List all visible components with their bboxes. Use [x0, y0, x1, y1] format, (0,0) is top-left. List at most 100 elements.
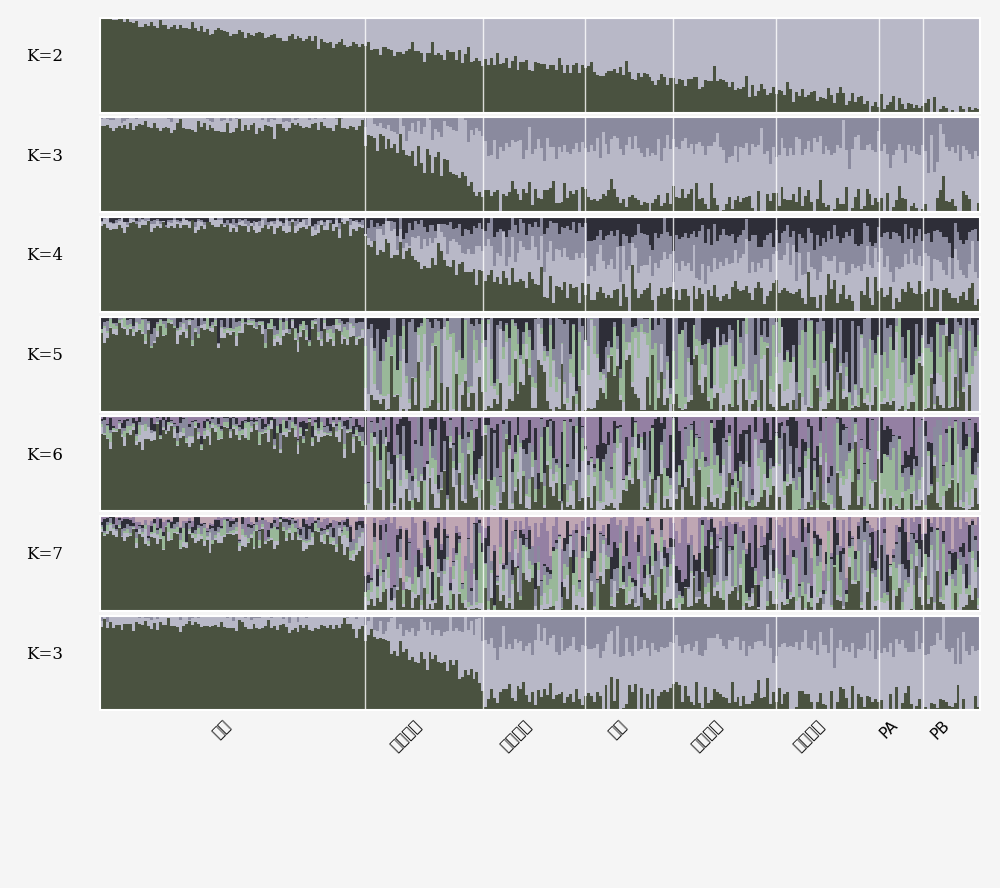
Bar — [346, 624, 349, 710]
Bar — [693, 705, 695, 710]
Bar — [123, 615, 126, 623]
Bar — [854, 117, 857, 138]
Bar — [918, 18, 921, 107]
Bar — [731, 485, 734, 488]
Bar — [308, 617, 311, 630]
Bar — [810, 153, 813, 202]
Bar — [220, 328, 223, 337]
Bar — [329, 436, 332, 511]
Bar — [599, 471, 602, 501]
Bar — [308, 18, 311, 36]
Bar — [772, 663, 775, 692]
Bar — [200, 526, 203, 534]
Bar — [954, 570, 957, 586]
Bar — [200, 524, 203, 526]
Bar — [739, 117, 742, 147]
Bar — [261, 615, 264, 628]
Bar — [578, 582, 581, 589]
Bar — [267, 328, 270, 329]
Bar — [816, 702, 819, 710]
Bar — [170, 424, 173, 426]
Bar — [716, 583, 719, 585]
Bar — [467, 317, 470, 318]
Bar — [135, 622, 138, 710]
Bar — [167, 221, 170, 228]
Bar — [132, 427, 135, 430]
Bar — [807, 18, 810, 94]
Bar — [619, 400, 622, 411]
Bar — [235, 129, 238, 212]
Bar — [420, 317, 423, 323]
Bar — [675, 317, 678, 319]
Bar — [654, 416, 657, 418]
Bar — [481, 516, 484, 526]
Bar — [590, 516, 593, 551]
Bar — [572, 615, 575, 637]
Bar — [625, 297, 628, 312]
Bar — [637, 332, 640, 358]
Bar — [675, 196, 678, 212]
Bar — [704, 117, 707, 155]
Bar — [191, 423, 194, 436]
Bar — [179, 516, 182, 527]
Bar — [710, 545, 713, 549]
Bar — [851, 448, 854, 482]
Bar — [250, 629, 253, 710]
Bar — [258, 417, 261, 432]
Bar — [965, 516, 968, 522]
Bar — [135, 521, 138, 529]
Bar — [886, 317, 889, 329]
Bar — [390, 117, 393, 131]
Bar — [848, 548, 851, 557]
Bar — [792, 516, 795, 535]
Bar — [602, 536, 605, 540]
Bar — [484, 588, 487, 611]
Bar — [153, 432, 156, 440]
Bar — [387, 317, 390, 329]
Bar — [933, 384, 936, 403]
Bar — [467, 630, 470, 676]
Bar — [783, 288, 786, 312]
Bar — [170, 625, 173, 710]
Bar — [461, 589, 464, 603]
Bar — [258, 232, 261, 312]
Bar — [305, 229, 308, 312]
Bar — [640, 437, 643, 443]
Bar — [487, 117, 490, 155]
Bar — [880, 237, 883, 248]
Bar — [936, 633, 939, 709]
Bar — [769, 290, 772, 312]
Bar — [308, 36, 311, 113]
Bar — [355, 339, 358, 345]
Bar — [176, 217, 179, 220]
Bar — [253, 524, 255, 525]
Bar — [874, 516, 877, 531]
Bar — [484, 217, 487, 231]
Bar — [930, 307, 933, 312]
Bar — [431, 258, 434, 312]
Bar — [317, 442, 320, 511]
Bar — [801, 517, 804, 519]
Bar — [238, 425, 241, 427]
Bar — [214, 531, 217, 535]
Bar — [543, 565, 546, 566]
Bar — [173, 524, 176, 529]
Bar — [825, 18, 827, 99]
Bar — [948, 516, 951, 551]
Bar — [895, 525, 898, 543]
Bar — [235, 317, 238, 322]
Bar — [681, 460, 684, 487]
Bar — [819, 516, 822, 538]
Bar — [719, 541, 722, 543]
Bar — [299, 323, 302, 326]
Bar — [766, 606, 769, 611]
Bar — [531, 236, 534, 279]
Bar — [543, 472, 546, 487]
Bar — [968, 155, 971, 200]
Bar — [323, 616, 326, 626]
Bar — [845, 578, 848, 590]
Bar — [505, 343, 508, 409]
Bar — [426, 18, 429, 53]
Bar — [848, 531, 851, 546]
Bar — [957, 217, 959, 232]
